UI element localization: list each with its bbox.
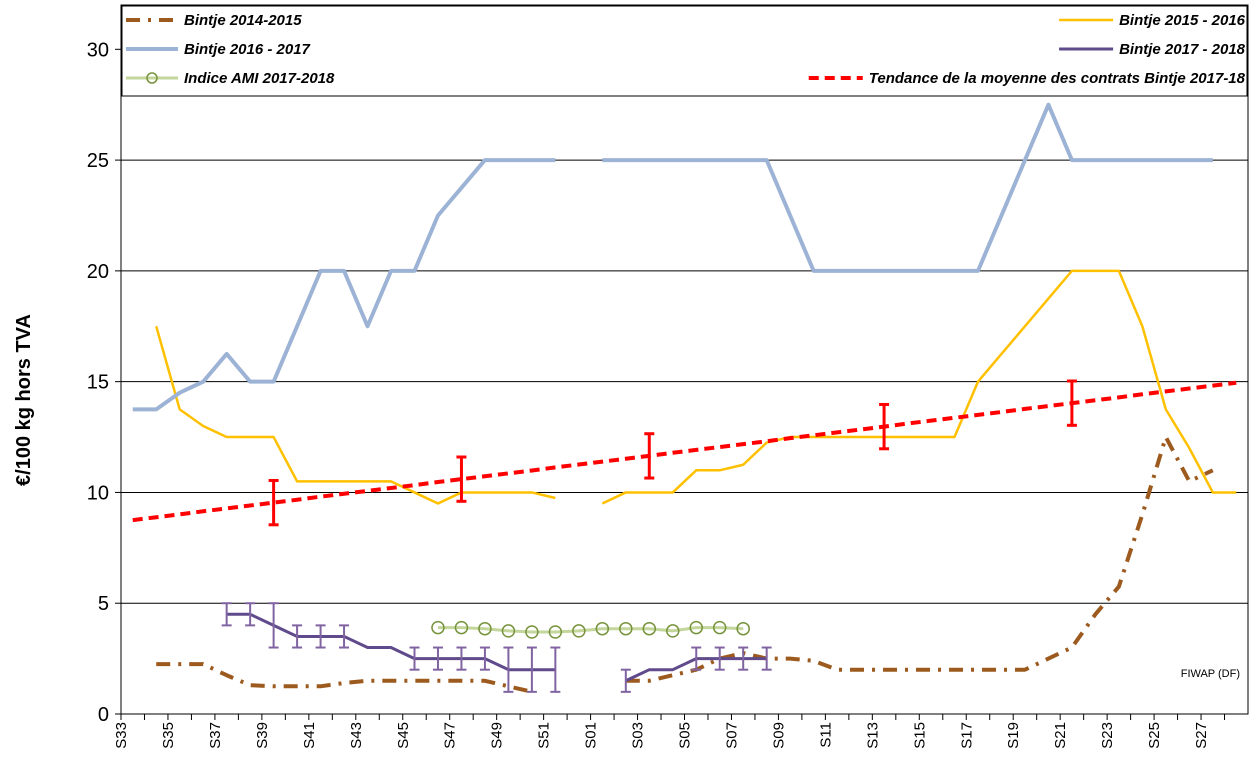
x-tick-label: S37 — [207, 722, 224, 749]
y-tick-label: 30 — [87, 39, 109, 61]
y-axis-label: €/100 kg hors TVA — [13, 314, 35, 486]
x-tick-label: S45 — [395, 722, 412, 749]
x-tick-label: S21 — [1052, 722, 1069, 749]
error-bar — [409, 646, 420, 671]
x-tick-label: S35 — [160, 722, 177, 749]
x-tick-label: S51 — [536, 722, 553, 749]
error-bar — [315, 624, 326, 649]
x-tick-label: S47 — [442, 722, 459, 749]
series-line — [602, 102, 1213, 273]
legend-label: Bintje 2014-2015 — [184, 12, 302, 29]
marker — [572, 624, 586, 638]
marker — [642, 621, 657, 636]
y-tick-label: 20 — [87, 261, 109, 283]
legend-label: Bintje 2017 - 2018 — [1119, 41, 1246, 58]
x-tick-label: S15 — [911, 722, 928, 749]
x-tick-label: S07 — [723, 722, 740, 749]
legend-label: Bintje 2016 - 2017 — [184, 41, 311, 58]
y-tick-label: 5 — [98, 593, 109, 615]
x-tick-label: S03 — [630, 722, 647, 749]
x-tick-label: S39 — [254, 722, 271, 749]
series-line — [155, 325, 556, 505]
error-bar — [339, 624, 350, 649]
x-tick-label: S43 — [348, 722, 365, 749]
x-tick-label: S41 — [301, 722, 318, 749]
error-bar — [221, 602, 232, 627]
x-tick-label: S05 — [677, 722, 694, 749]
legend-marker — [146, 72, 158, 84]
x-tick-label: S33 — [113, 722, 130, 749]
error-bar — [620, 668, 631, 693]
series-line — [437, 626, 744, 634]
series-line — [132, 158, 556, 412]
x-tick-label: S13 — [864, 722, 881, 749]
legend-label: Bintje 2015 - 2016 — [1119, 12, 1246, 29]
error-bar — [738, 646, 749, 671]
x-tick-label: S17 — [958, 722, 975, 749]
annotation: FIWAP (DF) — [1181, 668, 1240, 680]
marker — [525, 625, 539, 639]
marker — [454, 620, 469, 635]
error-bar — [761, 646, 772, 671]
marker — [619, 621, 633, 636]
plot-border — [120, 4, 1249, 715]
y-tick-label: 0 — [98, 704, 109, 726]
marker — [548, 625, 563, 639]
x-tick-label: S23 — [1099, 722, 1116, 749]
x-tick-label: S19 — [1005, 722, 1022, 749]
series-line — [625, 435, 1214, 683]
series-line — [226, 612, 556, 672]
x-tick-label: S09 — [770, 722, 787, 749]
error-bar — [691, 646, 702, 671]
x-tick-label: S01 — [583, 722, 600, 749]
x-tick-label: S11 — [817, 722, 834, 748]
x-tick-label: S25 — [1146, 722, 1163, 749]
error-bar — [456, 455, 467, 503]
x-tick-label: S49 — [489, 722, 506, 749]
marker — [478, 621, 492, 636]
error-bar — [479, 646, 490, 671]
marker — [501, 624, 516, 638]
series-line — [601, 269, 1237, 505]
error-bar — [268, 602, 279, 649]
marker — [736, 621, 750, 636]
error-bar — [714, 646, 725, 671]
error-bar — [268, 478, 279, 527]
error-bar — [432, 646, 443, 671]
error-bar — [879, 402, 890, 451]
error-bar — [526, 646, 537, 693]
marker — [431, 620, 445, 635]
y-tick-label: 15 — [87, 372, 109, 394]
y-tick-label: 25 — [87, 150, 109, 172]
error-bar — [644, 432, 655, 480]
marker — [712, 620, 727, 635]
error-bar — [550, 646, 561, 693]
series-line — [132, 380, 1237, 523]
error-bar — [1066, 379, 1077, 427]
error-bar — [245, 602, 256, 627]
legend-label: Tendance de la moyenne des contrats Bint… — [869, 70, 1246, 87]
error-bar — [456, 646, 467, 671]
error-bar — [503, 646, 514, 693]
marker — [595, 621, 610, 636]
legend-label: Indice AMI 2017-2018 — [184, 70, 335, 87]
x-tick-label: S27 — [1193, 722, 1210, 749]
series-line — [156, 662, 533, 694]
marker — [689, 620, 703, 635]
error-bar — [292, 624, 303, 649]
marker — [666, 624, 680, 638]
y-tick-label: 10 — [87, 482, 109, 504]
